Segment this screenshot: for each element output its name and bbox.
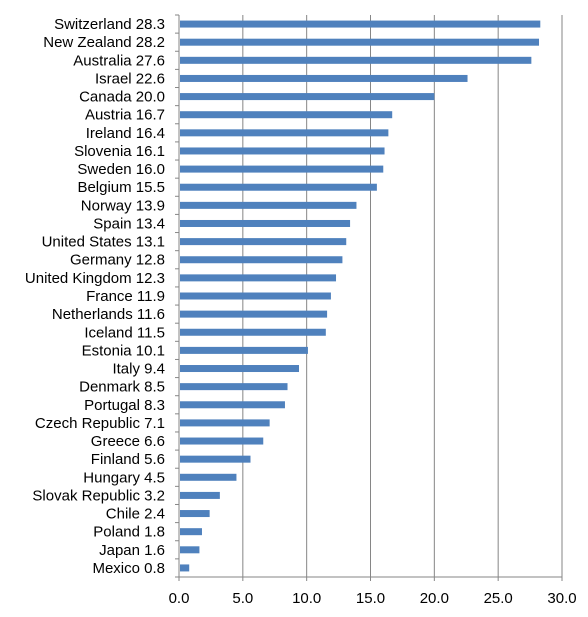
category-label: France 11.9 (86, 288, 165, 305)
x-tick-label: 25.0 (484, 590, 513, 607)
category-label: Switzerland 28.3 (54, 16, 165, 33)
bar (180, 93, 435, 101)
gridlines (242, 15, 563, 577)
bar (180, 328, 326, 336)
x-tick-label: 15.0 (356, 590, 385, 607)
bar (180, 38, 540, 46)
bar (180, 437, 264, 445)
category-label: United Kingdom 12.3 (25, 270, 165, 287)
x-tick-label: 5.0 (232, 590, 253, 607)
category-label: Germany 12.8 (70, 252, 165, 269)
category-label: Mexico 0.8 (92, 560, 165, 577)
bar (180, 346, 308, 354)
bar (180, 455, 251, 463)
x-tick-labels: 0.0 5.0 10.0 15.0 20.0 25.0 30.0 (169, 590, 577, 607)
category-label: United States 13.1 (42, 234, 165, 251)
bar (180, 310, 328, 318)
bar (180, 20, 541, 28)
bar (180, 546, 200, 554)
category-label: Belgium 15.5 (77, 179, 165, 196)
bar (180, 111, 393, 119)
axes (175, 14, 563, 581)
category-label: Italy 9.4 (112, 361, 165, 378)
bar (180, 473, 237, 481)
x-tick-label: 30.0 (547, 590, 576, 607)
category-label: Czech Republic 7.1 (35, 415, 165, 432)
category-label: Australia 27.6 (73, 52, 165, 69)
category-label: Austria 16.7 (85, 107, 165, 124)
bar (180, 383, 288, 391)
bar (180, 56, 532, 64)
bar (180, 238, 347, 246)
category-label: Hungary 4.5 (83, 469, 165, 486)
category-label: Greece 6.6 (91, 433, 165, 450)
bar (180, 401, 285, 409)
bar (180, 219, 351, 227)
category-label: Netherlands 11.6 (52, 306, 165, 323)
category-label: Finland 5.6 (91, 451, 165, 468)
bar (180, 183, 377, 191)
category-label: Iceland 11.5 (84, 324, 165, 341)
bar (180, 292, 331, 300)
x-tick-label: 0.0 (169, 590, 190, 607)
category-label: Slovenia 16.1 (74, 143, 165, 160)
bar (180, 129, 389, 137)
category-label: Poland 1.8 (93, 524, 165, 541)
bar (180, 256, 343, 264)
bar (180, 564, 190, 572)
bar (180, 165, 384, 173)
category-label: Spain 13.4 (93, 215, 165, 232)
category-label: Chile 2.4 (106, 506, 165, 523)
x-tick-label: 20.0 (420, 590, 449, 607)
x-tick-label: 10.0 (292, 590, 321, 607)
category-label: Sweden 16.0 (77, 161, 165, 178)
category-label: Portugal 8.3 (84, 397, 165, 414)
category-label: Ireland 16.4 (86, 125, 165, 142)
bar (180, 510, 210, 518)
category-label: Estonia 10.1 (82, 342, 165, 359)
bar (180, 147, 385, 155)
category-label: New Zealand 28.2 (43, 34, 165, 51)
bar (180, 491, 220, 499)
category-label: Denmark 8.5 (79, 379, 165, 396)
category-label: Japan 1.6 (99, 542, 165, 559)
bar (180, 274, 337, 282)
category-label: Slovak Republic 3.2 (32, 487, 165, 504)
category-label: Israel 22.6 (95, 70, 165, 87)
bars (180, 20, 541, 572)
bar (180, 419, 270, 427)
category-label: Canada 20.0 (79, 89, 165, 106)
bar (180, 74, 468, 82)
bar (180, 201, 357, 209)
bar (180, 528, 202, 536)
bar (180, 365, 300, 373)
category-label: Norway 13.9 (81, 197, 165, 214)
